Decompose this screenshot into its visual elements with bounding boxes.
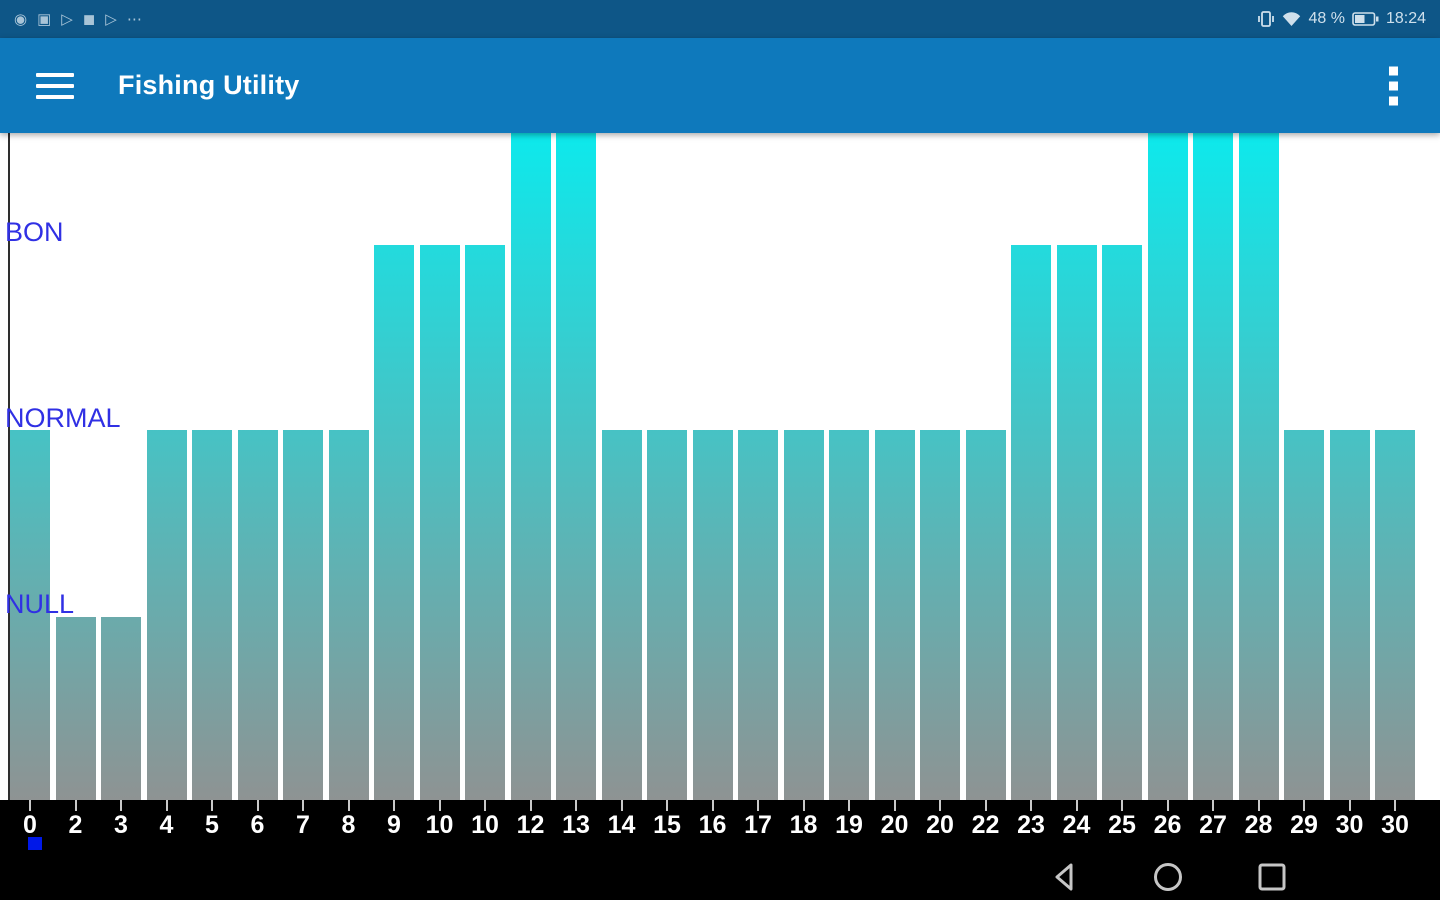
x-tick-29: 30 — [1330, 800, 1370, 839]
x-tick-4: 5 — [192, 800, 232, 839]
more-notifications-icon: ⋯ — [126, 10, 142, 28]
x-tick-0: 0 — [10, 800, 50, 839]
x-tick-14: 15 — [647, 800, 687, 839]
bar-26 — [1193, 133, 1233, 800]
x-tick-7: 8 — [329, 800, 369, 839]
bar-21 — [965, 430, 1006, 800]
overflow-menu-icon[interactable] — [1385, 62, 1402, 109]
x-tick-21: 22 — [966, 800, 1006, 839]
bar-18 — [829, 430, 869, 800]
x-tick-3: 4 — [147, 800, 187, 839]
bar-1 — [55, 617, 96, 800]
eye-icon: ◉ — [14, 10, 28, 28]
y-axis-label-bon: BON — [5, 217, 64, 247]
navigation-bar — [0, 855, 1440, 900]
bar-6 — [283, 430, 323, 800]
x-tick-23: 24 — [1057, 800, 1097, 839]
bar-27 — [1238, 133, 1279, 800]
bar-3 — [146, 430, 187, 800]
bar-8 — [374, 245, 414, 800]
x-axis: 0 2 3 4 5 6 7 8 9 10 10 12 13 14 15 16 17 18 19 20 20 22 23 24 2… — [0, 800, 1440, 855]
bar-20 — [920, 430, 960, 800]
bar-14 — [647, 430, 687, 800]
x-tick-25: 26 — [1148, 800, 1188, 839]
bars-container — [10, 133, 1415, 800]
x-tick-30: 30 — [1375, 800, 1415, 839]
clock-label: 18:24 — [1385, 10, 1426, 27]
back-button-icon[interactable] — [1048, 860, 1082, 894]
x-axis-labels: 0 2 3 4 5 6 7 8 9 10 10 12 13 14 15 16 17 18 19 20 20 22 23 24 2… — [10, 800, 1415, 839]
x-tick-28: 29 — [1284, 800, 1324, 839]
battery-percent-label: 48 % — [1308, 10, 1345, 27]
bar-22 — [1011, 245, 1051, 800]
bar-chart-area: BON NORMAL NULL — [0, 133, 1440, 800]
bar-2 — [101, 617, 141, 800]
notification-icons: ◉ ▣ ▷ ◼ ▷ ⋯ — [14, 12, 142, 27]
bar-10 — [465, 245, 505, 800]
bar-7 — [328, 430, 369, 800]
bar-24 — [1102, 245, 1142, 800]
y-axis-label-null: NULL — [5, 589, 75, 619]
bar-25 — [1147, 133, 1188, 800]
x-tick-11: 12 — [511, 800, 551, 839]
x-tick-10: 10 — [465, 800, 505, 839]
bar-17 — [783, 430, 824, 800]
bar-12 — [556, 133, 596, 800]
bar-5 — [237, 430, 278, 800]
recents-button-icon[interactable] — [1255, 860, 1289, 894]
x-tick-9: 10 — [420, 800, 460, 839]
x-tick-5: 6 — [238, 800, 278, 839]
y-axis-label-normal: NORMAL — [5, 403, 121, 433]
x-tick-17: 18 — [784, 800, 824, 839]
bar-29 — [1329, 430, 1370, 800]
bar-19 — [874, 430, 915, 800]
battery-icon — [1352, 12, 1379, 26]
bar-28 — [1284, 430, 1324, 800]
hamburger-menu-icon[interactable] — [36, 66, 74, 106]
bar-13 — [601, 430, 642, 800]
x-tick-16: 17 — [738, 800, 778, 839]
bar-9 — [419, 245, 460, 800]
bar-16 — [738, 430, 778, 800]
bar-11 — [510, 133, 551, 800]
play-icon-2: ▷ — [105, 10, 117, 28]
x-tick-13: 14 — [602, 800, 642, 839]
x-tick-24: 25 — [1102, 800, 1142, 839]
home-button-icon[interactable] — [1151, 860, 1185, 894]
play-icon: ▷ — [61, 10, 73, 28]
x-tick-1: 2 — [56, 800, 96, 839]
app-bar: Fishing Utility — [0, 38, 1440, 133]
x-tick-26: 27 — [1193, 800, 1233, 839]
bar-30 — [1375, 430, 1415, 800]
x-tick-22: 23 — [1011, 800, 1051, 839]
bar-0 — [10, 430, 50, 800]
x-tick-18: 19 — [829, 800, 869, 839]
x-tick-6: 7 — [283, 800, 323, 839]
status-indicators: 48 % 18:24 — [1257, 10, 1426, 28]
x-tick-12: 13 — [556, 800, 596, 839]
bar-4 — [192, 430, 232, 800]
x-tick-2: 3 — [101, 800, 141, 839]
screenshot-icon: ▣ — [37, 10, 52, 28]
x-tick-19: 20 — [875, 800, 915, 839]
x-tick-20: 20 — [920, 800, 960, 839]
status-bar: ◉ ▣ ▷ ◼ ▷ ⋯ 48 % 18:24 — [0, 0, 1440, 38]
x-tick-8: 9 — [374, 800, 414, 839]
bar-15 — [692, 430, 733, 800]
video-icon: ◼ — [82, 10, 96, 28]
vibrate-icon — [1258, 11, 1275, 27]
page-title: Fishing Utility — [118, 70, 300, 100]
scroll-indicator — [28, 837, 42, 850]
x-tick-15: 16 — [693, 800, 733, 839]
x-tick-27: 28 — [1239, 800, 1279, 839]
wifi-icon — [1283, 11, 1301, 26]
bar-23 — [1056, 245, 1097, 800]
y-axis-line — [8, 133, 10, 800]
